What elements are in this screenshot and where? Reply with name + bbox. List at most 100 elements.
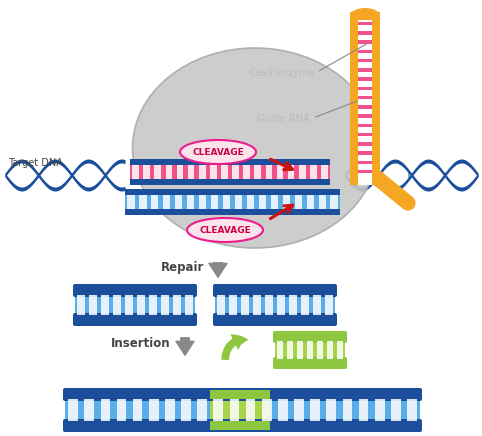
Bar [301,295,308,315]
Bar [133,399,143,421]
FancyBboxPatch shape [213,313,337,326]
Bar [154,165,161,179]
Bar [89,295,96,315]
Bar [325,295,333,315]
Bar [174,295,181,315]
Bar [299,165,306,179]
Bar [151,195,159,209]
Bar [199,195,206,209]
FancyBboxPatch shape [63,388,422,401]
Bar [262,399,271,421]
Bar [278,295,284,315]
Bar [358,78,372,81]
Bar [287,341,293,359]
Bar [165,399,175,421]
Bar [358,20,372,185]
Ellipse shape [187,218,263,242]
Bar [137,295,145,315]
Bar [143,165,150,179]
Bar [288,165,295,179]
Bar [247,195,254,209]
Bar [68,399,78,421]
Bar [163,195,171,209]
Bar [275,341,345,359]
Bar [278,399,288,421]
Bar [358,96,372,99]
Bar [215,295,335,315]
Text: Cas9 enzyme: Cas9 enzyme [249,68,315,78]
Bar [197,399,207,421]
Text: Target DNA: Target DNA [8,158,63,168]
Bar [84,399,94,421]
Bar [294,399,304,421]
Bar [289,295,296,315]
Bar [149,399,159,421]
FancyArrowPatch shape [176,338,194,355]
Text: Insertion: Insertion [110,337,170,350]
Bar [313,295,321,315]
Bar [75,295,195,315]
Ellipse shape [133,48,377,248]
Bar [243,165,250,179]
Ellipse shape [350,8,380,24]
Bar [358,68,372,72]
Bar [277,165,283,179]
Bar [229,295,237,315]
Bar [78,295,85,315]
Bar [297,341,303,359]
Bar [175,195,182,209]
Bar [125,195,340,209]
Bar [331,195,337,209]
Bar [210,399,270,421]
Bar [101,295,108,315]
Bar [113,295,120,315]
Bar [359,399,368,421]
Bar [223,195,230,209]
Bar [235,195,242,209]
Bar [358,114,372,118]
Bar [117,399,126,421]
FancyArrowPatch shape [222,335,247,359]
Bar [130,165,330,179]
Bar [326,399,336,421]
FancyArrowPatch shape [209,263,227,277]
Bar [149,295,157,315]
Bar [125,189,340,195]
Text: CLEAVAGE: CLEAVAGE [199,225,251,235]
Bar [358,151,372,155]
Bar [321,165,328,179]
Bar [295,195,302,209]
Text: CLEAVAGE: CLEAVAGE [192,147,244,157]
Bar [358,123,372,127]
Bar [358,105,372,109]
Ellipse shape [180,140,256,164]
Bar [161,295,169,315]
Bar [177,165,183,179]
Bar [310,165,317,179]
Bar [358,50,372,53]
Bar [391,399,401,421]
Bar [358,160,372,164]
Bar [358,87,372,90]
Bar [101,399,110,421]
Bar [241,295,249,315]
Bar [358,133,372,136]
FancyBboxPatch shape [273,331,347,343]
Bar [327,341,333,359]
Bar [217,295,225,315]
Bar [132,165,139,179]
Bar [310,399,320,421]
Bar [337,341,343,359]
Bar [221,165,228,179]
Bar [358,41,372,44]
Bar [375,399,385,421]
Bar [358,142,372,146]
Bar [246,399,255,421]
FancyBboxPatch shape [213,284,337,297]
Bar [229,399,239,421]
Bar [125,295,133,315]
Bar [358,22,372,25]
Bar [372,12,380,185]
Bar [232,165,239,179]
Bar [270,399,420,421]
